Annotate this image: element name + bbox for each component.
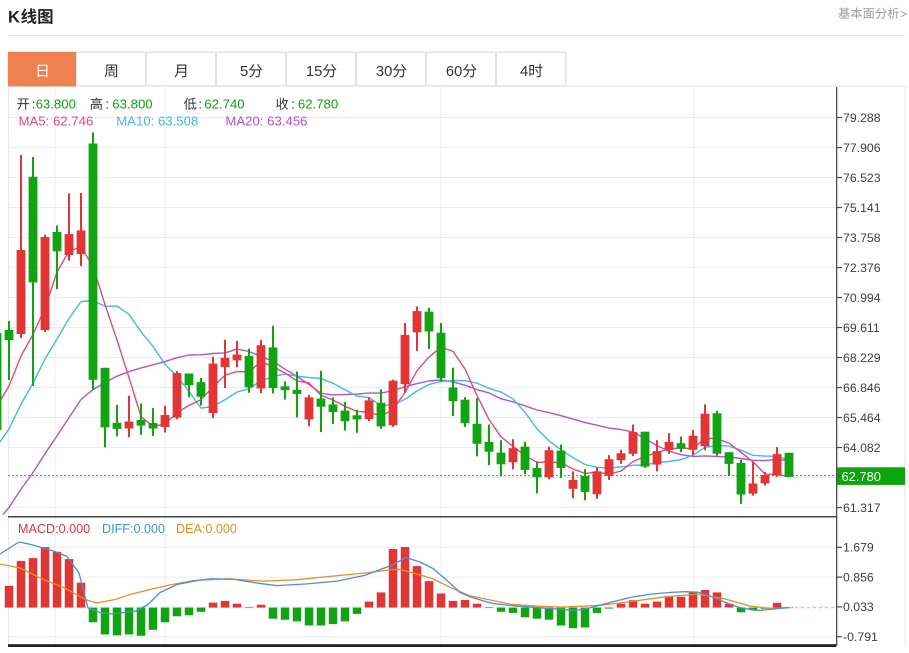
svg-text:68.229: 68.229 xyxy=(843,351,881,365)
svg-text::: : xyxy=(105,97,109,112)
svg-text:5: 5 xyxy=(240,64,248,80)
svg-text:MA20: 63.456: MA20: 63.456 xyxy=(225,113,307,128)
svg-text:77.906: 77.906 xyxy=(843,141,881,155)
svg-text:75.141: 75.141 xyxy=(843,201,881,215)
svg-text:60: 60 xyxy=(446,64,462,80)
svg-text:63.800: 63.800 xyxy=(36,97,76,112)
svg-text:MA10: 63.508: MA10: 63.508 xyxy=(116,113,198,128)
svg-text:76.523: 76.523 xyxy=(843,171,881,185)
svg-text:66.846: 66.846 xyxy=(843,381,881,395)
svg-text:69.611: 69.611 xyxy=(843,321,880,335)
svg-text:4: 4 xyxy=(520,64,528,80)
svg-text:15: 15 xyxy=(306,64,322,80)
svg-text:>: > xyxy=(900,7,907,21)
svg-text:0.856: 0.856 xyxy=(843,570,874,584)
svg-text:63.800: 63.800 xyxy=(112,97,152,112)
svg-text:DIFF:0.000: DIFF:0.000 xyxy=(102,522,165,536)
svg-text:64.082: 64.082 xyxy=(843,441,881,455)
svg-text::: : xyxy=(32,97,36,112)
svg-text:62.780: 62.780 xyxy=(298,97,338,112)
svg-text:30: 30 xyxy=(376,64,392,80)
svg-text:73.758: 73.758 xyxy=(843,231,881,245)
svg-text:62.780: 62.780 xyxy=(842,469,881,484)
svg-text:0.033: 0.033 xyxy=(843,600,874,614)
svg-text:MA5: 62.746: MA5: 62.746 xyxy=(19,113,94,128)
svg-text:K: K xyxy=(8,9,20,27)
svg-text::: : xyxy=(291,97,295,112)
svg-text:MACD:0.000: MACD:0.000 xyxy=(18,522,90,536)
svg-text:72.376: 72.376 xyxy=(843,261,881,275)
svg-text::: : xyxy=(198,97,202,112)
svg-text:79.288: 79.288 xyxy=(843,111,881,125)
svg-text:70.994: 70.994 xyxy=(843,291,881,305)
svg-text:65.464: 65.464 xyxy=(843,411,881,425)
svg-text:61.317: 61.317 xyxy=(843,501,881,515)
svg-text:62.740: 62.740 xyxy=(204,97,244,112)
svg-text:-0.791: -0.791 xyxy=(843,630,878,644)
svg-text:DEA:0.000: DEA:0.000 xyxy=(176,522,237,536)
svg-text:1.679: 1.679 xyxy=(843,541,874,555)
